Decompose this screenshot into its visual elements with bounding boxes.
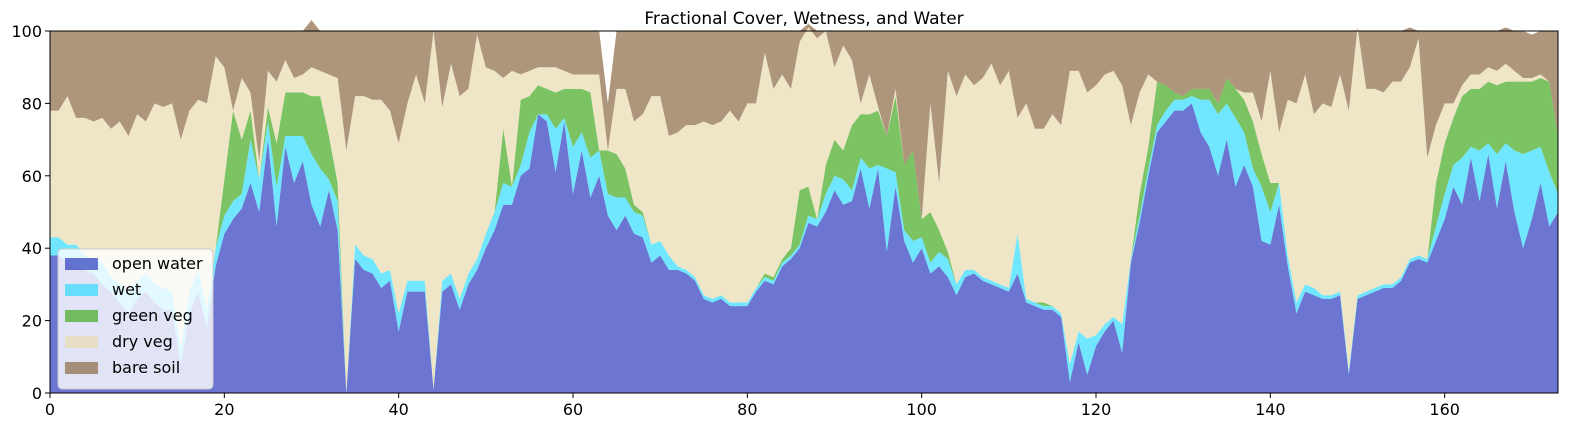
y-tick-label: 20: [22, 312, 42, 331]
x-axis: 0 20 40 60 80 100 120 140 160: [45, 393, 1460, 419]
legend-label-open-water: open water: [112, 254, 203, 273]
x-tick-label: 40: [388, 400, 408, 419]
legend-swatch-dry-veg: [65, 336, 98, 348]
y-tick-label: 100: [11, 22, 42, 41]
legend-label-dry-veg: dry veg: [112, 332, 173, 351]
legend: open water wet green veg dry veg bare soil: [57, 248, 214, 390]
area-bare-soil: [50, 20, 1558, 220]
legend-swatch-green-veg: [65, 310, 98, 322]
legend-swatch-open-water: [65, 258, 98, 270]
y-tick-label: 40: [22, 239, 42, 258]
x-tick-label: 0: [45, 400, 55, 419]
legend-swatch-wet: [65, 284, 98, 296]
x-tick-label: 120: [1081, 400, 1112, 419]
legend-label-green-veg: green veg: [112, 306, 193, 325]
y-tick-label: 80: [22, 94, 42, 113]
legend-label-wet: wet: [112, 280, 141, 299]
x-tick-label: 80: [737, 400, 757, 419]
x-tick-label: 140: [1255, 400, 1286, 419]
y-tick-label: 60: [22, 167, 42, 186]
x-tick-label: 160: [1429, 400, 1460, 419]
legend-label-bare-soil: bare soil: [112, 358, 180, 377]
x-tick-label: 20: [214, 400, 234, 419]
x-tick-label: 100: [906, 400, 937, 419]
y-axis: 0 20 40 60 80 100: [11, 22, 50, 403]
y-tick-label: 0: [32, 384, 42, 403]
x-tick-label: 60: [563, 400, 583, 419]
chart-title: Fractional Cover, Wetness, and Water: [644, 9, 963, 29]
stacked-areas: [50, 20, 1558, 394]
legend-swatch-bare-soil: [65, 362, 98, 374]
area-dry-veg: [50, 27, 1558, 393]
area-open-water: [50, 103, 1558, 394]
plot-frame: [49, 30, 1559, 394]
